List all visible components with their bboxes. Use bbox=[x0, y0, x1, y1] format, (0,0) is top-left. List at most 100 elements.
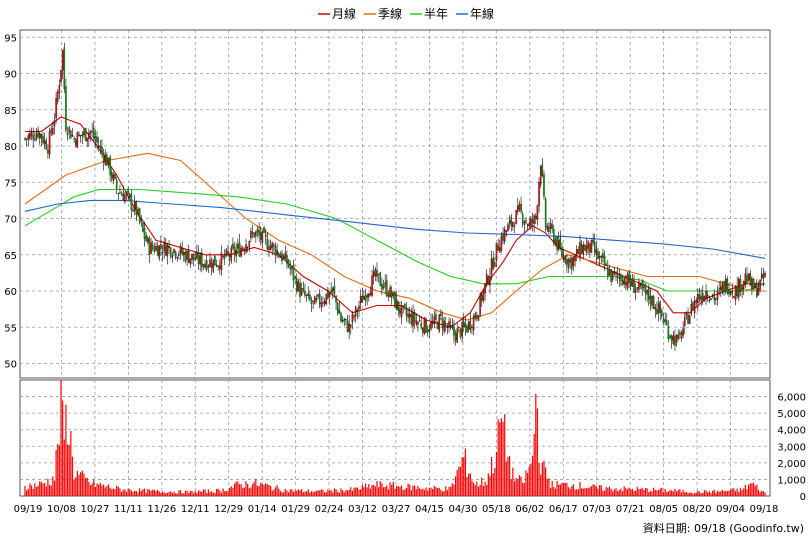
volume-bar bbox=[387, 489, 390, 496]
candle-body bbox=[505, 230, 508, 232]
candle-body bbox=[299, 282, 301, 297]
volume-bar bbox=[193, 493, 195, 496]
volume-bar bbox=[215, 488, 218, 496]
volume-bar bbox=[129, 489, 131, 496]
volume-bar bbox=[202, 489, 205, 496]
volume-bar bbox=[582, 488, 584, 496]
volume-tick-label: 1,000 bbox=[777, 475, 806, 486]
volume-bar bbox=[762, 491, 764, 496]
volume-bar bbox=[486, 485, 488, 496]
candle-body bbox=[710, 298, 712, 300]
candle-body bbox=[669, 335, 671, 339]
volume-bar bbox=[567, 487, 570, 496]
candle-body bbox=[120, 194, 123, 196]
candle-body bbox=[659, 301, 661, 313]
volume-bar bbox=[189, 490, 191, 496]
volume-bar bbox=[495, 451, 498, 496]
volume-bar bbox=[435, 487, 437, 496]
candle-body bbox=[610, 269, 612, 282]
volume-bar bbox=[299, 490, 301, 496]
candle-body bbox=[446, 326, 449, 329]
candle-body bbox=[711, 294, 714, 297]
volume-bar bbox=[214, 492, 216, 496]
candle-body bbox=[53, 120, 56, 127]
candle-body bbox=[124, 194, 126, 203]
volume-bar bbox=[553, 487, 555, 496]
price-tick-label: 75 bbox=[4, 178, 17, 189]
candle-body bbox=[161, 252, 164, 254]
volume-bar bbox=[194, 491, 196, 496]
candle-body bbox=[402, 305, 404, 307]
candle-body bbox=[194, 257, 197, 261]
volume-bar bbox=[114, 489, 116, 496]
volume-bar bbox=[238, 484, 241, 496]
candle-body bbox=[680, 332, 683, 339]
volume-bar bbox=[751, 483, 753, 496]
candle-body bbox=[510, 216, 512, 226]
candle-body bbox=[235, 249, 237, 257]
candle-body bbox=[557, 239, 560, 250]
volume-bar bbox=[199, 491, 201, 496]
candle-body bbox=[353, 315, 355, 318]
candle-body bbox=[83, 130, 85, 136]
candle-body bbox=[638, 281, 640, 290]
candle-body bbox=[30, 132, 33, 137]
volume-bar bbox=[515, 477, 517, 496]
volume-bar bbox=[713, 489, 715, 496]
candle-body bbox=[184, 252, 187, 262]
candle-body bbox=[135, 201, 138, 215]
volume-bar bbox=[549, 487, 552, 496]
volume-bar bbox=[628, 487, 630, 496]
volume-bar bbox=[361, 484, 363, 496]
volume-bar bbox=[117, 486, 119, 496]
volume-bar bbox=[685, 492, 688, 496]
volume-bar bbox=[499, 422, 501, 496]
volume-bar bbox=[292, 491, 295, 496]
volume-bar bbox=[369, 488, 372, 496]
volume-bar bbox=[364, 483, 367, 496]
legend-item: 月線 bbox=[318, 6, 356, 21]
candle-body bbox=[517, 205, 519, 212]
candle-body bbox=[708, 299, 711, 302]
candle-body bbox=[494, 262, 496, 267]
volume-bar bbox=[536, 408, 539, 496]
volume-bar bbox=[26, 490, 28, 496]
volume-bar bbox=[602, 490, 604, 496]
candle-body bbox=[738, 278, 740, 298]
candle-body bbox=[145, 235, 147, 242]
volume-bar bbox=[29, 483, 31, 496]
candle-body bbox=[667, 326, 670, 339]
candle-body bbox=[656, 309, 658, 315]
ma-line-1 bbox=[24, 152, 765, 321]
candle-body bbox=[48, 131, 51, 155]
volume-bar bbox=[446, 490, 448, 496]
candle-body bbox=[294, 276, 296, 278]
volume-bar bbox=[659, 488, 661, 496]
candle-body bbox=[387, 294, 390, 297]
volume-bar bbox=[715, 492, 717, 496]
candle-body bbox=[459, 328, 462, 338]
candle-body bbox=[469, 320, 472, 330]
candle-body bbox=[571, 257, 573, 270]
volume-bar bbox=[563, 483, 565, 496]
volume-bar bbox=[453, 484, 455, 496]
volume-bar bbox=[695, 492, 697, 496]
candle-body bbox=[75, 139, 77, 146]
volume-bar bbox=[481, 477, 483, 496]
candle-body bbox=[643, 286, 645, 288]
candle-body bbox=[744, 273, 747, 285]
candle-body bbox=[156, 246, 159, 256]
volume-bar bbox=[44, 482, 46, 496]
volume-bar bbox=[613, 489, 615, 496]
volume-bar bbox=[621, 491, 624, 496]
ma-line-3 bbox=[24, 199, 766, 259]
legend-label: 半年 bbox=[424, 7, 448, 21]
candle-body bbox=[410, 314, 413, 325]
volume-bar bbox=[255, 478, 257, 496]
candle-body bbox=[564, 257, 567, 263]
candle-body bbox=[300, 288, 303, 296]
volume-bar bbox=[337, 491, 339, 496]
candle-body bbox=[572, 257, 575, 267]
volume-bar bbox=[84, 477, 87, 496]
volume-bar bbox=[527, 472, 529, 496]
